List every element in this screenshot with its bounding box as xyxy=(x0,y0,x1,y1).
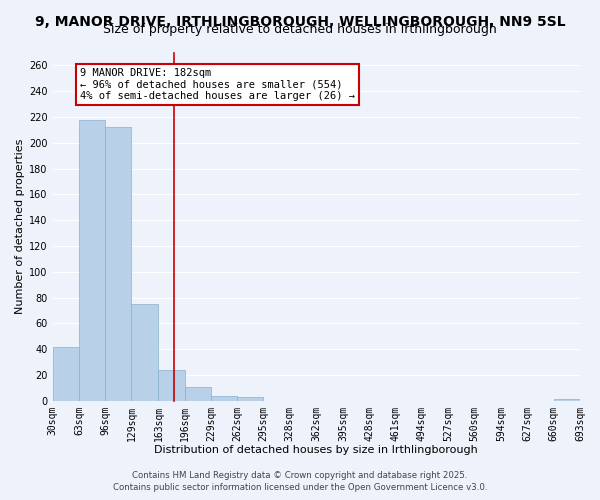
Bar xyxy=(211,396,237,400)
Text: Contains HM Land Registry data © Crown copyright and database right 2025.
Contai: Contains HM Land Registry data © Crown c… xyxy=(113,471,487,492)
Text: 9 MANOR DRIVE: 182sqm
← 96% of detached houses are smaller (554)
4% of semi-deta: 9 MANOR DRIVE: 182sqm ← 96% of detached … xyxy=(80,68,355,101)
Bar xyxy=(105,128,131,400)
Bar xyxy=(237,397,263,400)
Bar xyxy=(79,120,105,400)
Text: 9, MANOR DRIVE, IRTHLINGBOROUGH, WELLINGBOROUGH, NN9 5SL: 9, MANOR DRIVE, IRTHLINGBOROUGH, WELLING… xyxy=(35,15,565,29)
Bar xyxy=(131,304,158,400)
X-axis label: Distribution of detached houses by size in Irthlingborough: Distribution of detached houses by size … xyxy=(154,445,478,455)
Y-axis label: Number of detached properties: Number of detached properties xyxy=(15,139,25,314)
Bar xyxy=(53,346,79,401)
Bar xyxy=(185,386,211,400)
Text: Size of property relative to detached houses in Irthlingborough: Size of property relative to detached ho… xyxy=(103,22,497,36)
Bar xyxy=(158,370,185,400)
